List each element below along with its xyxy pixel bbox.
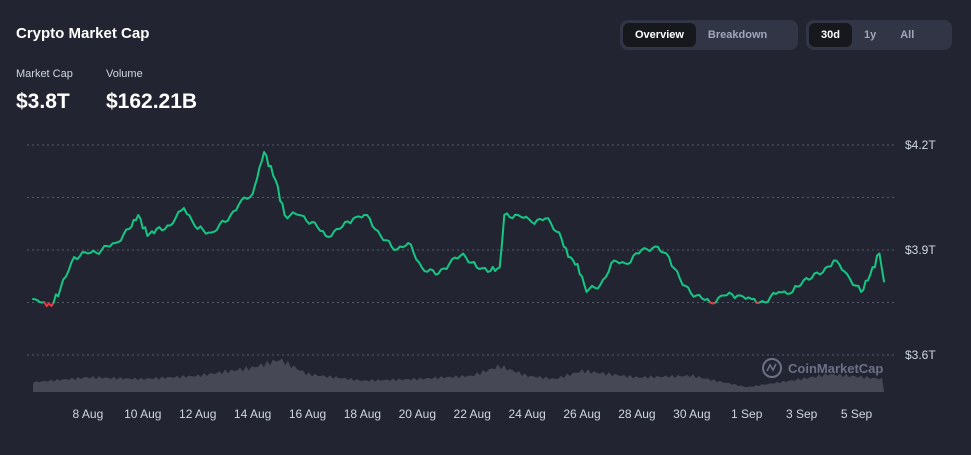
- x-axis-labels: 8 Aug 10 Aug 12 Aug 14 Aug 16 Aug 18 Aug 20 Au…: [73, 407, 873, 421]
- x-tick-label: 28 Aug: [618, 407, 655, 421]
- view-toggle: Overview Breakdown: [620, 20, 798, 50]
- line-segment-down: [43, 301, 55, 308]
- range-toggle: 30d 1y All: [806, 20, 952, 50]
- breakdown-tab[interactable]: Breakdown: [707, 29, 768, 41]
- x-tick-label: 8 Aug: [73, 407, 104, 421]
- x-tick-label: 14 Aug: [234, 407, 271, 421]
- x-tick-label: 30 Aug: [673, 407, 710, 421]
- x-tick-label: 16 Aug: [289, 407, 326, 421]
- volume-area: [33, 358, 884, 392]
- grid-lines: [27, 144, 895, 356]
- line-segment-up: [52, 151, 712, 304]
- range-all-button[interactable]: All: [900, 29, 915, 41]
- x-tick-label: 10 Aug: [124, 407, 161, 421]
- watermark-text: CoinMarketCap: [788, 361, 883, 376]
- x-tick-label: 18 Aug: [344, 407, 381, 421]
- volume-label: Volume: [106, 68, 143, 80]
- range-1y-button[interactable]: 1y: [863, 29, 877, 41]
- x-tick-label: 5 Sep: [841, 407, 873, 421]
- market-cap-value: $3.8T: [16, 90, 70, 113]
- x-tick-label: 1 Sep: [731, 407, 763, 421]
- coinmarketcap-logo-icon: [762, 358, 782, 378]
- x-tick-label: 24 Aug: [508, 407, 545, 421]
- y-tick-label: $3.9T: [905, 243, 936, 257]
- y-tick-label: $4.2T: [905, 138, 936, 152]
- x-tick-label: 20 Aug: [399, 407, 436, 421]
- volume-stat: Volume $162.21B: [106, 68, 197, 114]
- coinmarketcap-watermark: CoinMarketCap: [762, 358, 883, 378]
- x-tick-label: 22 Aug: [454, 407, 491, 421]
- x-tick-label: 3 Sep: [786, 407, 818, 421]
- x-tick-label: 12 Aug: [179, 407, 216, 421]
- x-tick-label: 26 Aug: [563, 407, 600, 421]
- line-segment-up: [32, 298, 46, 304]
- card-title: Crypto Market Cap: [16, 25, 150, 42]
- y-tick-label: $3.6T: [905, 348, 936, 362]
- volume-area-path: [33, 358, 884, 392]
- market-cap-label: Market Cap: [16, 68, 73, 80]
- y-axis-labels: $4.2T $3.9T $3.6T: [905, 138, 936, 362]
- volume-value: $162.21B: [106, 90, 198, 113]
- market-cap-stat: Market Cap $3.8T: [16, 68, 73, 114]
- coinmarketcap-logo-mark: [766, 363, 777, 372]
- line-segment-up: [714, 291, 758, 304]
- range-30d-button[interactable]: 30d: [809, 23, 852, 47]
- market-cap-line: [32, 151, 885, 308]
- overview-tab[interactable]: Overview: [623, 23, 696, 47]
- line-segment-up: [758, 252, 885, 304]
